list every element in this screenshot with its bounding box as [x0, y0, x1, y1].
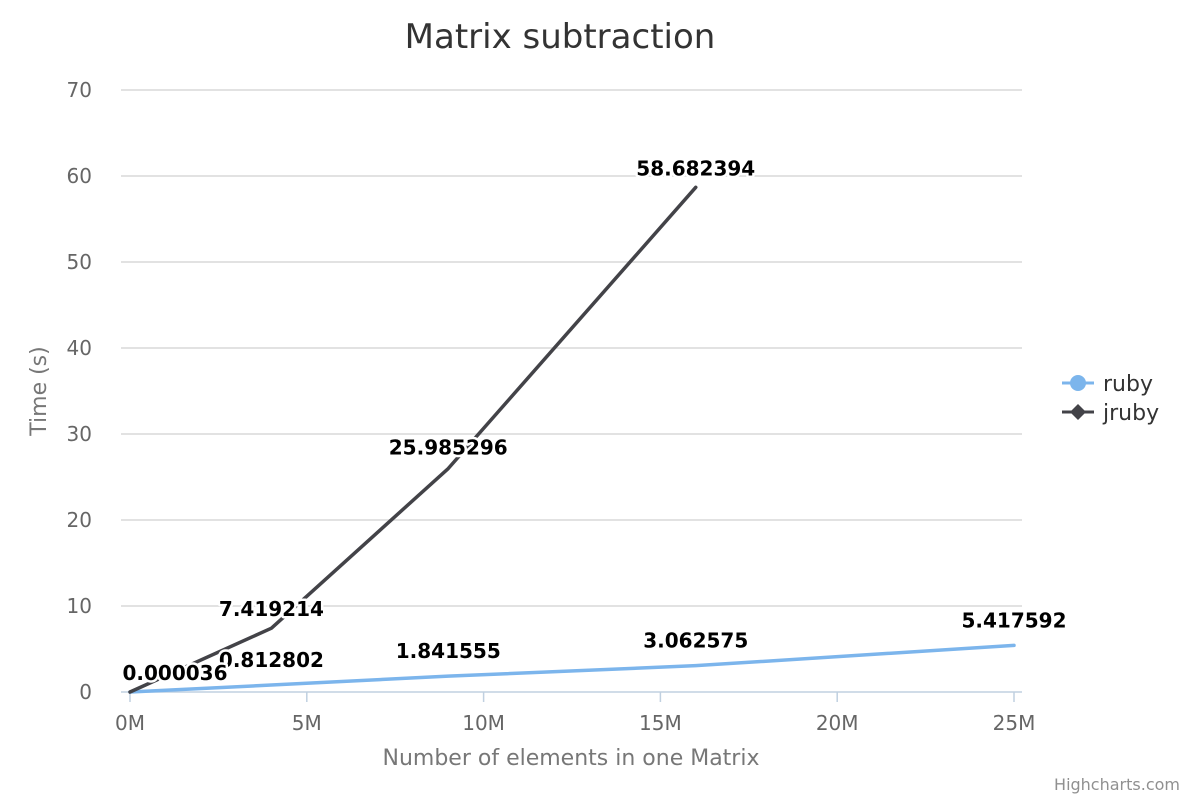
y-tick-label: 30: [67, 422, 92, 446]
y-tick-label: 50: [67, 250, 92, 274]
data-label: 1.841555: [396, 639, 501, 663]
x-axis: 0M 5M 10M 15M 20M 25M: [115, 691, 1036, 735]
data-label: 0.812802: [219, 648, 324, 672]
legend-item-jruby[interactable]: jruby: [1062, 401, 1159, 426]
legend-label: jruby: [1102, 401, 1159, 426]
credits-link[interactable]: Highcharts.com: [1054, 775, 1180, 794]
data-labels: 0.812802 1.841555 3.062575 5.417592 0.000036…: [120, 154, 1069, 688]
y-tick-label: 20: [67, 508, 92, 532]
series-line-ruby[interactable]: [128, 643, 1016, 694]
series-group: [128, 185, 1016, 694]
y-tick-label: 40: [67, 336, 92, 360]
x-axis-title: Number of elements in one Matrix: [383, 746, 760, 771]
data-label: 7.419214: [219, 597, 324, 621]
legend: ruby jruby: [1062, 372, 1159, 426]
x-tick-label: 20M: [816, 711, 859, 735]
series-line-jruby[interactable]: [128, 185, 698, 694]
x-tick-label: 5M: [292, 711, 322, 735]
data-label: 5.417592: [961, 608, 1066, 632]
data-label: 3.062575: [643, 629, 748, 653]
y-axis-title: Time (s): [27, 346, 52, 436]
legend-diamond-marker: [1070, 404, 1086, 420]
chart-title: Matrix subtraction: [405, 17, 716, 57]
y-tick-label: 70: [67, 78, 92, 102]
legend-label: ruby: [1103, 372, 1153, 397]
gridlines: [121, 89, 1022, 607]
legend-item-ruby[interactable]: ruby: [1062, 372, 1153, 397]
data-label: 0.000036: [122, 661, 227, 685]
data-label: 25.985296: [389, 436, 508, 460]
legend-circle-marker: [1070, 375, 1086, 391]
x-tick-label: 15M: [639, 711, 682, 735]
y-tick-label: 60: [67, 164, 92, 188]
y-axis-ticks: 0 10 20 30 40 50 60 70: [67, 78, 92, 704]
data-label: 58.682394: [636, 156, 755, 180]
x-tick-label: 0M: [115, 711, 145, 735]
x-tick-label: 10M: [462, 711, 505, 735]
y-tick-label: 0: [79, 680, 92, 704]
y-tick-label: 10: [67, 594, 92, 618]
x-tick-label: 25M: [993, 711, 1036, 735]
